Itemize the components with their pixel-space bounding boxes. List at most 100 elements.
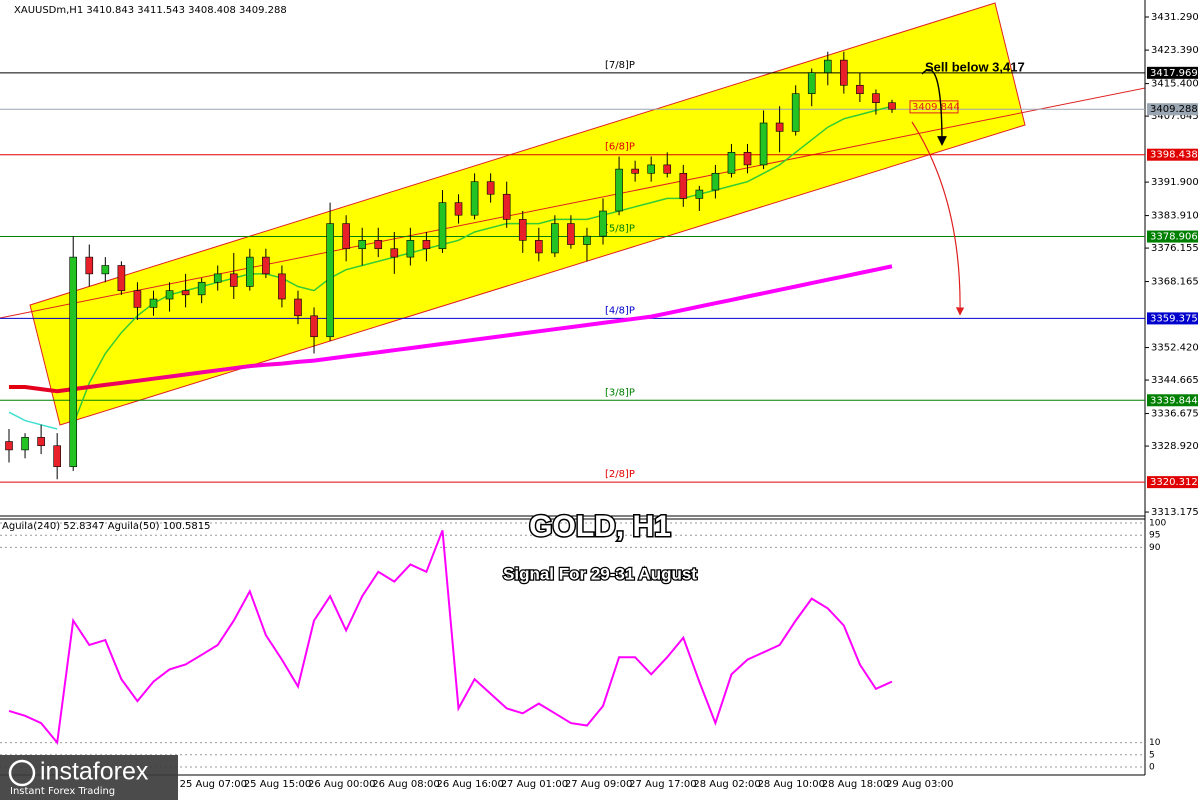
- candle-body: [310, 315, 318, 338]
- indicator-label: Aguila(240) 52.8347 Aguila(50) 100.5815: [2, 521, 210, 532]
- candle-body: [262, 256, 270, 275]
- level-price-label: 3359.375: [1150, 313, 1198, 324]
- level-price-label: 3398.438: [1150, 150, 1198, 161]
- candle-body: [840, 59, 848, 86]
- level-price-box: [1147, 312, 1198, 325]
- y-tick-label: 3376.155: [1151, 243, 1199, 254]
- indicator-tick-label: 90: [1149, 543, 1161, 553]
- candle-body: [326, 223, 334, 338]
- candle-body: [406, 240, 415, 258]
- candle-body: [486, 181, 495, 195]
- price-tag: 3409.844: [912, 102, 960, 113]
- candle-body: [679, 172, 688, 199]
- candle-body: [149, 298, 158, 308]
- y-tick-label: 3352.420: [1151, 343, 1199, 354]
- y-tick-label: 3368.165: [1151, 277, 1199, 288]
- candle-body: [358, 240, 367, 250]
- candle-body: [647, 164, 655, 174]
- candle-body: [454, 202, 463, 216]
- candle-body: [743, 152, 752, 166]
- y-tick-label: 3391.900: [1151, 177, 1199, 188]
- candle-body: [711, 172, 720, 191]
- candle-body: [807, 72, 816, 94]
- candle-body: [294, 298, 302, 317]
- candle-body: [599, 210, 607, 237]
- level-price-box: [1147, 148, 1198, 161]
- moving-average: [9, 264, 893, 394]
- annotation-layer: Sell below 3,417 XAUUSDm,H1 3410.843 341…: [0, 5, 1025, 800]
- x-tick-label: 26 Aug 08:00: [372, 779, 439, 790]
- y-tick-label: 3344.665: [1151, 375, 1199, 386]
- x-tick-label: 25 Aug 07:00: [180, 779, 247, 790]
- y-tick-label: 3423.390: [1151, 45, 1199, 56]
- candle-body: [551, 223, 559, 254]
- y-tick-label: 3415.400: [1151, 79, 1199, 90]
- indicator-line: [8, 529, 893, 746]
- candle-body: [181, 290, 190, 296]
- trend-channel: [29, 2, 1026, 426]
- moving-average: [72, 105, 893, 426]
- candle-body: [615, 168, 623, 212]
- trade-note: Sell below 3,417: [925, 59, 1025, 74]
- candle-body: [422, 240, 431, 250]
- logo-tagline: Instant Forex Trading: [10, 786, 115, 797]
- level-price-label: 3320.312: [1150, 477, 1198, 488]
- candle-body: [374, 240, 383, 250]
- candle-body: [791, 93, 800, 132]
- candle-body: [229, 273, 238, 287]
- x-tick-label: 25 Aug 15:00: [244, 779, 311, 790]
- candle-body: [342, 223, 350, 250]
- candle-body: [438, 202, 447, 250]
- candle-body: [888, 102, 896, 110]
- candle-body: [197, 281, 206, 296]
- level-name: [7/8]P: [605, 60, 635, 71]
- level-name: [2/8]P: [605, 469, 635, 480]
- x-tick-label: 26 Aug 16:00: [436, 779, 503, 790]
- candle-body: [117, 265, 126, 291]
- y-tick-label: 3383.910: [1151, 211, 1199, 222]
- x-tick-label: 28 Aug 10:00: [758, 779, 825, 790]
- candle-body: [759, 122, 768, 166]
- y-tick-label: 3407.645: [1151, 111, 1199, 122]
- x-tick-label: 27 Aug 17:00: [629, 779, 696, 790]
- x-tick-label: 28 Aug 02:00: [693, 779, 760, 790]
- moving-average: [8, 411, 58, 430]
- candle-body: [37, 437, 45, 447]
- candle-body: [53, 445, 61, 467]
- x-tick-label: 27 Aug 01:00: [501, 779, 568, 790]
- level-price-box: [1147, 476, 1198, 489]
- level-name: [6/8]P: [605, 142, 635, 153]
- x-tick-label: 26 Aug 00:00: [308, 779, 375, 790]
- indicator-tick-label: 10: [1149, 738, 1161, 748]
- x-tick-label: 28 Aug 18:00: [822, 779, 889, 790]
- candle-body: [470, 181, 479, 216]
- candle-body: [246, 256, 254, 287]
- x-tick-label: 27 Aug 09:00: [565, 779, 632, 790]
- level-price-label: 3417.969: [1150, 68, 1198, 79]
- candle-body: [85, 256, 94, 275]
- symbol-info: XAUUSDm,H1 3410.843 3411.543 3408.408 34…: [14, 5, 287, 16]
- candle-body: [69, 256, 78, 467]
- candle-body: [502, 193, 511, 220]
- candle-body: [856, 84, 864, 94]
- candle-body: [695, 189, 704, 199]
- level-price-label: 3378.906: [1150, 232, 1198, 243]
- candle-body: [278, 273, 286, 300]
- level-name: [4/8]P: [605, 305, 635, 316]
- target-arrow: [911, 121, 965, 316]
- candle-body: [165, 290, 174, 300]
- indicator-tick-label: 0: [1149, 762, 1155, 772]
- candle-body: [518, 219, 527, 241]
- level-name: [5/8]P: [605, 224, 635, 235]
- candle-body: [390, 248, 399, 258]
- trend-line: [0, 87, 1146, 319]
- level-price-label: 3339.844: [1150, 395, 1198, 406]
- sell-arrow: [921, 69, 947, 146]
- candle-body: [213, 273, 222, 283]
- level-price-label: 3409.288: [1150, 104, 1198, 115]
- logo-icon: [8, 759, 36, 787]
- level-price-box: [1147, 394, 1198, 407]
- chart-title: GOLD, H1: [529, 510, 671, 543]
